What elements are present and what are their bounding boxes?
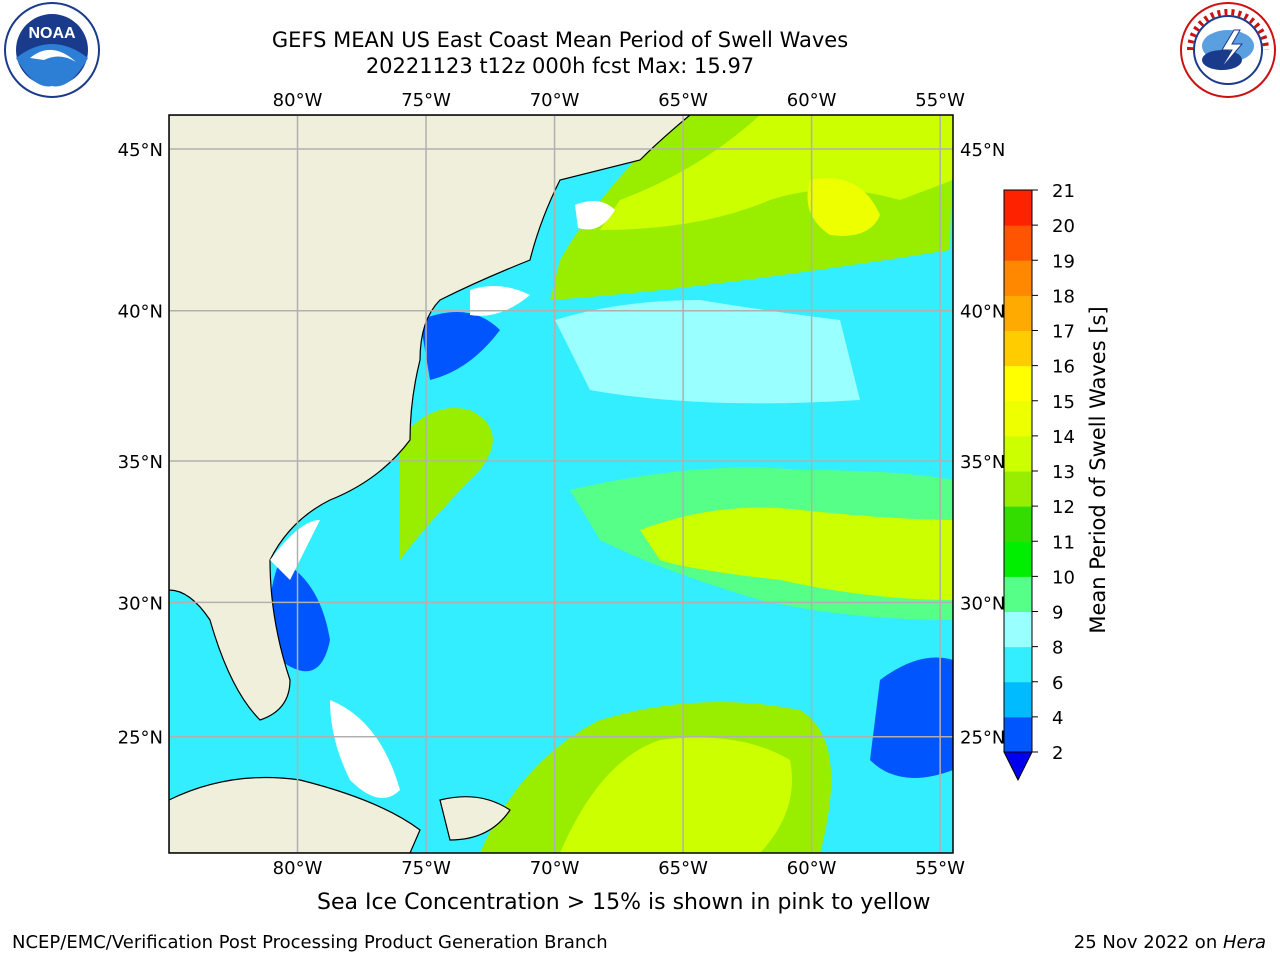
colorbar-segment bbox=[1004, 295, 1032, 331]
swell-region-north-peak bbox=[807, 178, 880, 236]
masked-bahamas-area bbox=[330, 700, 400, 798]
colorbar-tick-label: 14 bbox=[1052, 427, 1075, 448]
latitude-label-right: 45°N bbox=[960, 140, 1005, 161]
colorbar-segment bbox=[1004, 225, 1032, 261]
swell-region-central-low bbox=[555, 300, 860, 404]
latitude-label-right: 30°N bbox=[960, 593, 1005, 614]
colorbar-segment bbox=[1004, 576, 1032, 612]
latitude-label-left: 30°N bbox=[118, 593, 163, 614]
longitude-label-bottom: 70°W bbox=[530, 858, 580, 879]
colorbar-segment bbox=[1004, 471, 1032, 507]
north-america-land bbox=[169, 115, 691, 721]
latitude-label-right: 35°N bbox=[960, 452, 1005, 473]
colorbar-segment bbox=[1004, 506, 1032, 542]
colorbar-tick-label: 9 bbox=[1052, 603, 1063, 624]
colorbar-tick-label: 10 bbox=[1052, 567, 1075, 588]
map-frame bbox=[168, 114, 954, 854]
colorbar-segment bbox=[1004, 435, 1032, 472]
longitude-label-top: 55°W bbox=[915, 90, 965, 111]
colorbar-segment bbox=[1004, 646, 1032, 683]
colorbar-tick-label: 6 bbox=[1052, 673, 1063, 694]
footer-credit: NCEP/EMC/Verification Post Processing Pr… bbox=[12, 932, 608, 953]
longitude-label-bottom: 65°W bbox=[658, 858, 708, 879]
longitude-label-bottom: 80°W bbox=[273, 858, 323, 879]
map-title: GEFS MEAN US East Coast Mean Period of S… bbox=[271, 28, 849, 52]
masked-gulf-of-maine bbox=[575, 201, 615, 230]
footer-timestamp: 25 Nov 2022 on Hera bbox=[1074, 932, 1266, 953]
noaa-logo-text: NOAA bbox=[28, 25, 76, 42]
longitude-label-bottom: 55°W bbox=[915, 858, 965, 879]
longitude-label-top: 80°W bbox=[273, 90, 323, 111]
colorbar: 2 4 6 8 9 10 11 12 13 14 15 16 17 18 19 20 21 bbox=[1003, 181, 1075, 782]
longitude-label-top: 65°W bbox=[658, 90, 708, 111]
colorbar-segment bbox=[1004, 400, 1032, 437]
colorbar-segment bbox=[1004, 611, 1032, 648]
hispaniola-land bbox=[439, 796, 511, 841]
colorbar-segment bbox=[1004, 365, 1032, 402]
latitude-label-left: 35°N bbox=[118, 452, 163, 473]
colorbar-segment bbox=[1004, 541, 1032, 577]
sea-ice-note: Sea Ice Concentration > 15% is shown in … bbox=[317, 890, 931, 915]
latitude-label-right: 40°N bbox=[960, 302, 1005, 323]
longitude-label-top: 75°W bbox=[401, 90, 451, 111]
colorbar-segment bbox=[1004, 330, 1032, 367]
colorbar-segment bbox=[1004, 190, 1032, 226]
colorbar-tick-label: 19 bbox=[1052, 251, 1075, 272]
colorbar-tick-label: 21 bbox=[1052, 181, 1075, 202]
colorbar-tick-label: 15 bbox=[1052, 392, 1075, 413]
latitude-label-left: 45°N bbox=[118, 140, 163, 161]
masked-midatlantic-shelf bbox=[470, 286, 530, 316]
colorbar-segment bbox=[1004, 681, 1032, 718]
latitude-label-right: 25°N bbox=[960, 728, 1005, 749]
longitude-label-top: 70°W bbox=[530, 90, 580, 111]
colorbar-tick-label: 20 bbox=[1052, 216, 1075, 237]
longitude-label-top: 60°W bbox=[787, 90, 837, 111]
footer-host: Hera bbox=[1222, 932, 1266, 953]
masked-coastal-area bbox=[270, 520, 320, 580]
colorbar-label: Mean Period of Swell Waves [s] bbox=[1086, 306, 1110, 633]
colorbar-segment bbox=[1004, 716, 1032, 753]
gridlines bbox=[169, 115, 953, 853]
swell-region-coastal-low bbox=[270, 560, 330, 672]
swell-region-subtropical-high bbox=[640, 507, 953, 600]
colorbar-tick-label: 16 bbox=[1052, 357, 1075, 378]
map-subtitle: 20221123 t12z 000h fcst Max: 15.97 bbox=[365, 54, 755, 78]
colorbar-tick-label: 4 bbox=[1052, 708, 1063, 729]
swell-region-south-high bbox=[560, 737, 792, 853]
swell-region-north-high bbox=[600, 115, 953, 230]
latitude-label-left: 25°N bbox=[118, 728, 163, 749]
colorbar-tick-label: 13 bbox=[1052, 462, 1075, 483]
colorbar-tick-label: 12 bbox=[1052, 497, 1075, 518]
colorbar-tick-label: 8 bbox=[1052, 638, 1063, 659]
colorbar-segment bbox=[1004, 260, 1032, 296]
latitude-label-left: 40°N bbox=[118, 302, 163, 323]
cuba-land bbox=[169, 776, 421, 853]
colorbar-tick-label: 2 bbox=[1052, 743, 1063, 764]
colorbar-under-arrow bbox=[1003, 751, 1033, 782]
colorbar-tick-label: 11 bbox=[1052, 532, 1075, 553]
colorbar-tick-label: 17 bbox=[1052, 322, 1075, 343]
longitude-label-bottom: 75°W bbox=[401, 858, 451, 879]
footer-date: 25 Nov 2022 on bbox=[1073, 932, 1223, 953]
swell-region-midatlantic-low bbox=[420, 312, 500, 380]
noaa-logo-icon: NOAA bbox=[4, 2, 100, 98]
swell-region-hatteras bbox=[400, 408, 493, 560]
swell-region-east-low bbox=[870, 657, 953, 778]
colorbar-tick-label: 18 bbox=[1052, 286, 1075, 307]
nws-logo-icon bbox=[1180, 2, 1276, 98]
longitude-label-bottom: 60°W bbox=[787, 858, 837, 879]
